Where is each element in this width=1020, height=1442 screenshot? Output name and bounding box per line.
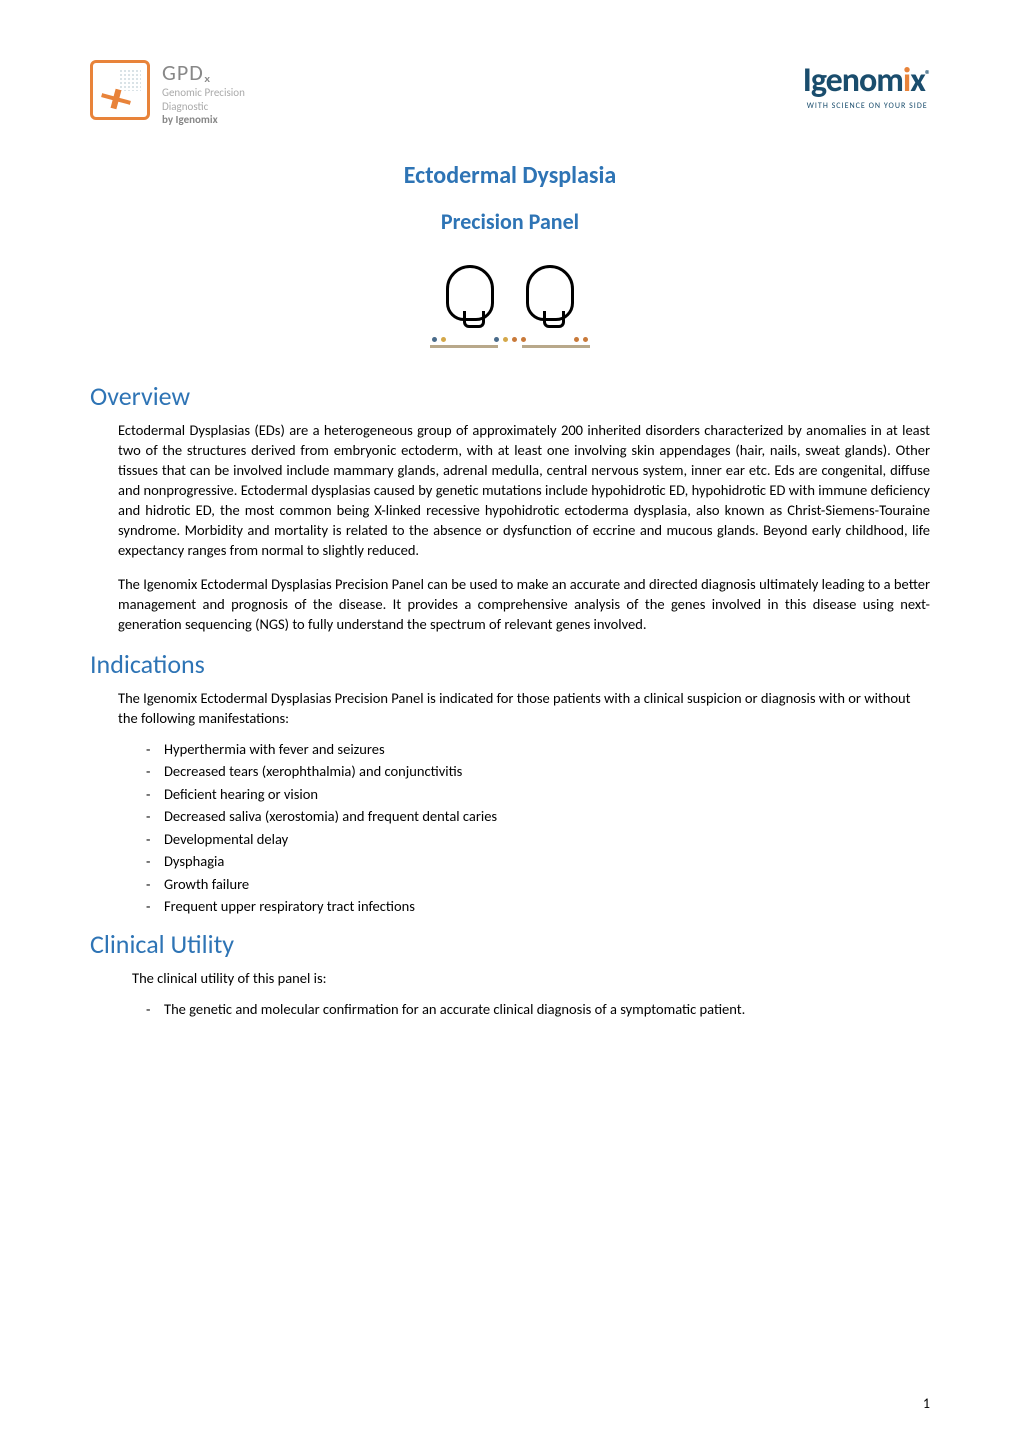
indications-list: Hyperthermia with fever and seizures Dec… bbox=[146, 738, 930, 918]
list-item: Deficient hearing or vision bbox=[146, 783, 930, 805]
list-item: Hyperthermia with fever and seizures bbox=[146, 738, 930, 760]
indications-intro: The Igenomix Ectodermal Dysplasias Preci… bbox=[118, 688, 930, 728]
overview-para1: Ectodermal Dysplasias (EDs) are a hetero… bbox=[118, 420, 930, 560]
head-icon-row bbox=[90, 265, 930, 345]
igenomix-logo-block: Igenomix® WITH SCIENCE ON YOUR SIDE bbox=[803, 60, 930, 111]
head-icon-2 bbox=[520, 265, 580, 340]
document-title: Ectodermal Dysplasia bbox=[90, 161, 930, 190]
list-item: Frequent upper respiratory tract infecti… bbox=[146, 895, 930, 917]
indications-heading: Indications bbox=[90, 648, 930, 680]
list-item: Decreased saliva (xerostomia) and freque… bbox=[146, 805, 930, 827]
gpd-byline: by Igenomix bbox=[162, 113, 245, 126]
gpd-logo-text: GPDₓ Genomic Precision Diagnostic by Ige… bbox=[162, 60, 245, 126]
page-header: GPDₓ Genomic Precision Diagnostic by Ige… bbox=[90, 60, 930, 126]
list-item: The genetic and molecular confirmation f… bbox=[146, 998, 930, 1020]
clinical-list: The genetic and molecular confirmation f… bbox=[146, 998, 930, 1020]
overview-para2: The Igenomix Ectodermal Dysplasias Preci… bbox=[118, 574, 930, 634]
gpd-sub2: Diagnostic bbox=[162, 100, 245, 113]
list-item: Decreased tears (xerophthalmia) and conj… bbox=[146, 760, 930, 782]
gpd-logo: GPDₓ Genomic Precision Diagnostic by Ige… bbox=[90, 60, 245, 126]
gpd-logo-icon bbox=[90, 60, 150, 120]
document-subtitle: Precision Panel bbox=[90, 208, 930, 235]
clinical-intro: The clinical utility of this panel is: bbox=[132, 968, 930, 988]
gpd-sub1: Genomic Precision bbox=[162, 86, 245, 99]
gpd-main-text: GPDₓ bbox=[162, 60, 245, 86]
list-item: Dysphagia bbox=[146, 850, 930, 872]
overview-heading: Overview bbox=[90, 380, 930, 412]
igenomix-tagline: WITH SCIENCE ON YOUR SIDE bbox=[807, 101, 930, 111]
head-icon-1 bbox=[440, 265, 500, 340]
igenomix-logo-text: Igenomix® WITH SCIENCE ON YOUR SIDE bbox=[803, 60, 930, 111]
page-number: 1 bbox=[923, 1395, 930, 1412]
igenomix-brand: Igenomix® bbox=[803, 60, 930, 101]
list-item: Growth failure bbox=[146, 873, 930, 895]
clinical-utility-heading: Clinical Utility bbox=[90, 928, 930, 960]
list-item: Developmental delay bbox=[146, 828, 930, 850]
